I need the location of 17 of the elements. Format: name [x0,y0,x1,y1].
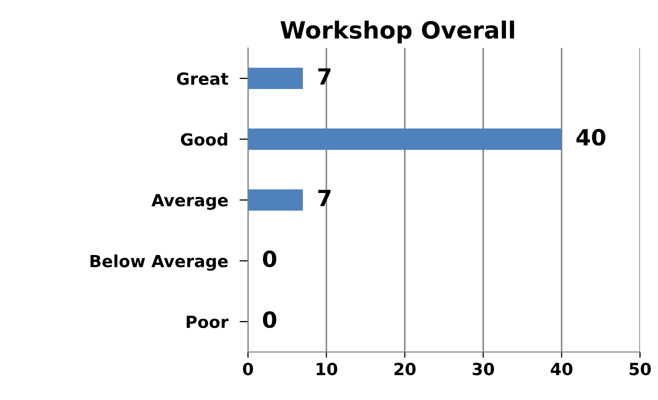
data-label: 40 [576,128,606,146]
y-tick-label: Great [176,72,228,85]
chart-title: Workshop Overall [280,20,514,44]
x-tick-label: 50 [630,362,651,376]
x-tick-label: 10 [316,362,338,376]
x-tick-label: 20 [394,362,416,376]
data-label: 0 [262,250,276,268]
x-tick-label: 40 [550,362,572,376]
data-label: 7 [318,190,330,206]
x-tick-label: 0 [243,362,253,376]
data-label: 7 [318,68,330,85]
y-tick-label: Average [151,194,228,210]
data-label: 0 [262,311,276,328]
y-tick-label: Good [180,132,228,146]
y-tick-label: Below Average [90,254,228,271]
y-tick-label: Poor [186,316,229,328]
x-tick-label: 30 [472,362,494,376]
